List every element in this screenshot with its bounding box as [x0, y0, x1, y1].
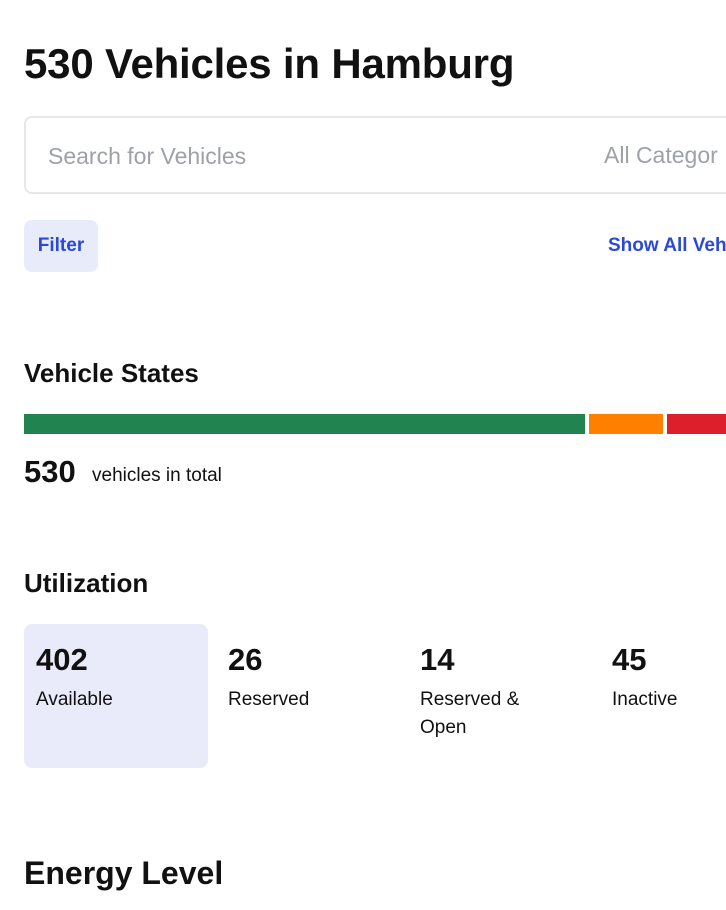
utilization-label: Available: [36, 689, 113, 710]
total-vehicle-count: 530: [24, 454, 76, 489]
total-vehicle-label: vehicles in total: [92, 465, 222, 486]
inactive-state-bar: [667, 414, 726, 434]
energy-level-title: Energy Level: [24, 855, 224, 891]
vehicle-search-box[interactable]: All Categor: [24, 116, 726, 194]
utilization-value: 26: [228, 642, 263, 677]
utilization-card-reserved-open[interactable]: 14 Reserved & Open: [408, 624, 592, 768]
utilization-value: 402: [36, 642, 88, 677]
category-select[interactable]: All Categor: [604, 142, 718, 168]
show-all-vehicles-link[interactable]: Show All Veh: [608, 235, 726, 256]
page-title: 530 Vehicles in Hamburg: [24, 40, 515, 87]
utilization-card-reserved[interactable]: 26 Reserved: [216, 624, 400, 768]
search-input[interactable]: [48, 136, 548, 176]
vehicle-states-title: Vehicle States: [24, 358, 199, 388]
utilization-label: Reserved: [228, 689, 310, 710]
filter-button[interactable]: Filter: [24, 220, 98, 272]
utilization-title: Utilization: [24, 568, 149, 598]
utilization-label: Inactive: [612, 689, 678, 710]
utilization-value: 45: [612, 642, 647, 677]
utilization-label: Reserved & Open: [420, 689, 520, 738]
utilization-value: 14: [420, 642, 455, 677]
utilization-card-inactive[interactable]: 45 Inactive: [600, 624, 726, 768]
utilization-card-available[interactable]: 402 Available: [24, 624, 208, 768]
available-state-bar: [24, 414, 585, 434]
reserved-state-bar: [589, 414, 663, 434]
